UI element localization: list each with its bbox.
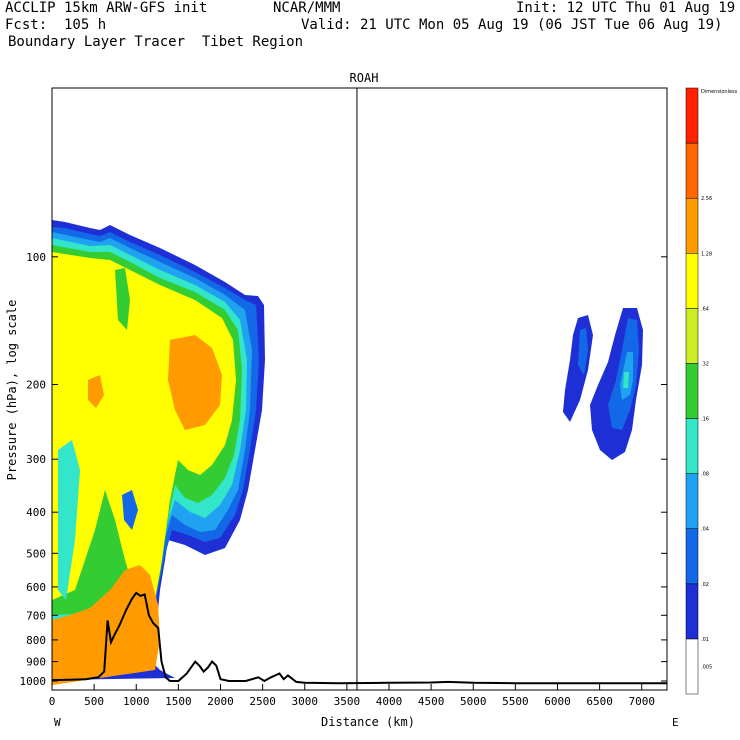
colorbar-level-label: 1.28	[701, 251, 712, 257]
x-tick-label: 4500	[418, 695, 445, 708]
x-tick-label: 4000	[376, 695, 403, 708]
x-tick-label: 500	[84, 695, 104, 708]
colorbar-segment	[685, 142, 699, 199]
x-tick-label: 5000	[460, 695, 487, 708]
colorbar-level-label: .16	[701, 417, 709, 423]
tracer-field-left	[52, 220, 265, 685]
colorbar-segment	[685, 197, 699, 254]
right-blob-east-peak	[623, 372, 629, 388]
tracer-field-right	[563, 308, 643, 460]
y-tick-label: 700	[26, 609, 46, 622]
x-tick-label: 3000	[291, 695, 318, 708]
x-tick-label: 3500	[334, 695, 361, 708]
colorbar-level-label: .08	[701, 472, 709, 478]
colorbar-segment	[685, 638, 699, 695]
colorbar-level-label: .64	[701, 306, 709, 312]
colorbar-segment	[685, 87, 699, 144]
plume-green-streak	[115, 268, 130, 330]
y-tick-label: 200	[26, 379, 46, 392]
x-tick-label: 2500	[249, 695, 276, 708]
x-tick-label: 5500	[502, 695, 529, 708]
right-blob-west	[563, 315, 593, 422]
header-right-line2: Valid: 21 UTC Mon 05 Aug 19 (06 JST Tue …	[301, 17, 723, 33]
header-right-line1: Init: 12 UTC Thu 01 Aug 19	[516, 0, 736, 16]
y-axis-ticks: 100 200 300 400 500 600 700 800 900 1000	[20, 251, 667, 688]
y-tick-label: 800	[26, 634, 46, 647]
colorbar-segment	[685, 418, 699, 474]
x-tick-label: 1000	[123, 695, 150, 708]
y-tick-label: 500	[26, 547, 46, 560]
colorbar-segment	[685, 253, 699, 309]
x-axis-ticks: 0 500 1000 1500 2000 2500 3000 3500 4000 4500 5000…	[49, 684, 655, 708]
colorbar-level-label: .04	[701, 527, 709, 533]
colorbar-segment	[685, 528, 699, 585]
colorbar-segment	[685, 363, 699, 419]
y-tick-label: 900	[26, 656, 46, 669]
colorbar-segment	[685, 308, 699, 364]
y-tick-label: 300	[26, 453, 46, 466]
colorbar-segment	[685, 583, 699, 640]
colorbar-title: Dimensionless	[701, 89, 738, 95]
plot-frame	[51, 87, 668, 691]
colorbar-level-label: .02	[701, 582, 709, 588]
x-end-right-label: E	[672, 716, 679, 729]
plume-blue-pocket	[122, 490, 138, 530]
colorbar-level-label: .01	[701, 637, 709, 643]
header-left-line2: Fcst: 105 h	[5, 17, 107, 33]
x-tick-label: 7000	[628, 695, 655, 708]
plume-max-blob	[168, 335, 222, 430]
x-tick-label: 6000	[544, 695, 571, 708]
colorbar-level-label: 2.56	[701, 196, 712, 202]
colorbar-level-label: .32	[701, 361, 709, 367]
chart-title: ROAH	[350, 71, 379, 85]
x-axis-title: Distance (km)	[321, 715, 415, 729]
right-blob-west-inner	[578, 328, 588, 375]
x-tick-label: 0	[49, 695, 56, 708]
plume-small-blob	[88, 375, 104, 408]
header-left-line3: Boundary Layer Tracer Tibet Region	[8, 34, 304, 50]
x-tick-label: 2000	[207, 695, 234, 708]
terrain-line	[51, 591, 667, 685]
y-tick-label: 400	[26, 506, 46, 519]
x-tick-label: 6500	[586, 695, 613, 708]
plume-cyan-streak	[58, 440, 80, 600]
y-tick-label: 600	[26, 581, 46, 594]
colorbar-segment	[685, 473, 699, 529]
colorbar-level-label: .005	[701, 664, 712, 670]
y-tick-label: 1000	[20, 675, 47, 688]
header-left-line1: ACCLIP 15km ARW-GFS init	[5, 0, 208, 16]
colorbar: .005 .01 .02 .04 .08 .16 .32 .64 1.28 2.56 Dimensi…	[685, 87, 738, 695]
contour-level-8	[52, 565, 160, 685]
y-axis-title: Pressure (hPa), log scale	[5, 300, 19, 481]
x-tick-label: 1500	[165, 695, 192, 708]
y-tick-label: 100	[26, 251, 46, 264]
header-center-line1: NCAR/MMM	[273, 0, 341, 16]
x-end-left-label: W	[54, 716, 61, 729]
